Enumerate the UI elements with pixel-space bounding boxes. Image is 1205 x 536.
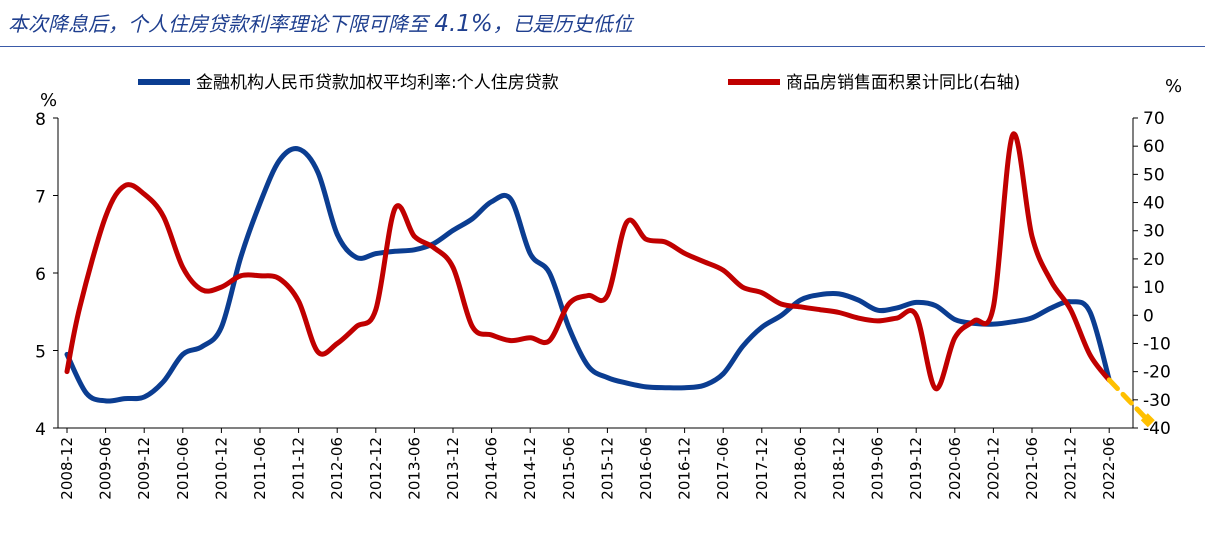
projection-endpoint-marker — [1140, 413, 1155, 428]
right-tick-label: 70 — [1143, 109, 1165, 129]
left-tick-label: 4 — [35, 420, 46, 440]
x-tick-label: 2011-12 — [290, 437, 308, 500]
x-tick-label: 2009-06 — [97, 437, 115, 500]
x-tick-label: 2009-12 — [135, 437, 153, 500]
x-tick-label: 2013-06 — [405, 437, 423, 500]
x-tick-label: 2008-12 — [58, 437, 76, 500]
x-tick-label: 2020-12 — [984, 437, 1002, 500]
left-tick-label: 7 — [35, 188, 46, 208]
x-tick-label: 2018-06 — [791, 437, 809, 500]
x-tick-label: 2019-06 — [869, 437, 887, 500]
left-axis-unit: % — [40, 90, 57, 111]
legend-label-rate: 金融机构人民币贷款加权平均利率:个人住房贷款 — [196, 73, 559, 93]
x-tick-label: 2012-06 — [328, 437, 346, 500]
x-tick-label: 2017-06 — [714, 437, 732, 500]
x-tick-label: 2014-06 — [483, 437, 501, 500]
left-tick-label: 5 — [35, 343, 46, 363]
right-tick-label: -10 — [1143, 334, 1171, 354]
title-highlight: 4.1% — [434, 11, 493, 37]
projection-line — [1106, 377, 1151, 423]
x-tick-label: 2013-12 — [444, 437, 462, 500]
x-tick-label: 2019-12 — [907, 437, 925, 500]
x-tick-label: 2022-06 — [1100, 437, 1118, 500]
title-text: 本次降息后，个人住房贷款利率理论下限可降至 — [8, 12, 435, 36]
title-text-tail: ，已是历史低位 — [492, 12, 633, 36]
x-tick-label: 2010-12 — [212, 437, 230, 500]
legend-label-sales: 商品房销售面积累计同比(右轴) — [786, 73, 1020, 93]
right-tick-label: -30 — [1143, 391, 1171, 411]
legend: 金融机构人民币贷款加权平均利率:个人住房贷款 商品房销售面积累计同比(右轴) — [138, 73, 1020, 93]
x-tick-label: 2011-06 — [251, 437, 269, 500]
x-tick-label: 2021-12 — [1062, 437, 1080, 500]
right-tick-label: 40 — [1143, 194, 1165, 214]
right-tick-label: 30 — [1143, 222, 1165, 242]
right-axis-unit: % — [1165, 76, 1182, 97]
x-tick-label: 2018-12 — [830, 437, 848, 500]
right-tick-label: 60 — [1143, 137, 1165, 157]
x-tick-label: 2010-06 — [174, 437, 192, 500]
x-tick-label: 2016-12 — [676, 437, 694, 500]
x-tick-label: 2020-06 — [946, 437, 964, 500]
sales-area-yoy-line — [64, 131, 1112, 392]
right-tick-label: -20 — [1143, 363, 1171, 383]
x-tick-label: 2017-12 — [753, 437, 771, 500]
x-tick-label: 2012-12 — [367, 437, 385, 500]
title-divider — [0, 46, 1205, 47]
x-tick-label: 2014-12 — [521, 437, 539, 500]
x-tick-label: 2015-12 — [598, 437, 616, 500]
x-tick-label: 2021-06 — [1023, 437, 1041, 500]
left-tick-label: 6 — [35, 265, 46, 285]
chart-title: 本次降息后，个人住房贷款利率理论下限可降至 4.1%，已是历史低位 — [8, 8, 633, 37]
left-tick-label: 8 — [35, 110, 46, 130]
right-tick-label: 10 — [1143, 278, 1165, 298]
x-tick-label: 2016-06 — [637, 437, 655, 500]
mortgage-rate-line — [64, 146, 1112, 404]
series-lines — [64, 131, 1155, 428]
right-tick-label: 50 — [1143, 165, 1165, 185]
right-tick-label: 0 — [1143, 306, 1154, 326]
right-tick-label: 20 — [1143, 250, 1165, 270]
x-tick-label: 2015-06 — [560, 437, 578, 500]
